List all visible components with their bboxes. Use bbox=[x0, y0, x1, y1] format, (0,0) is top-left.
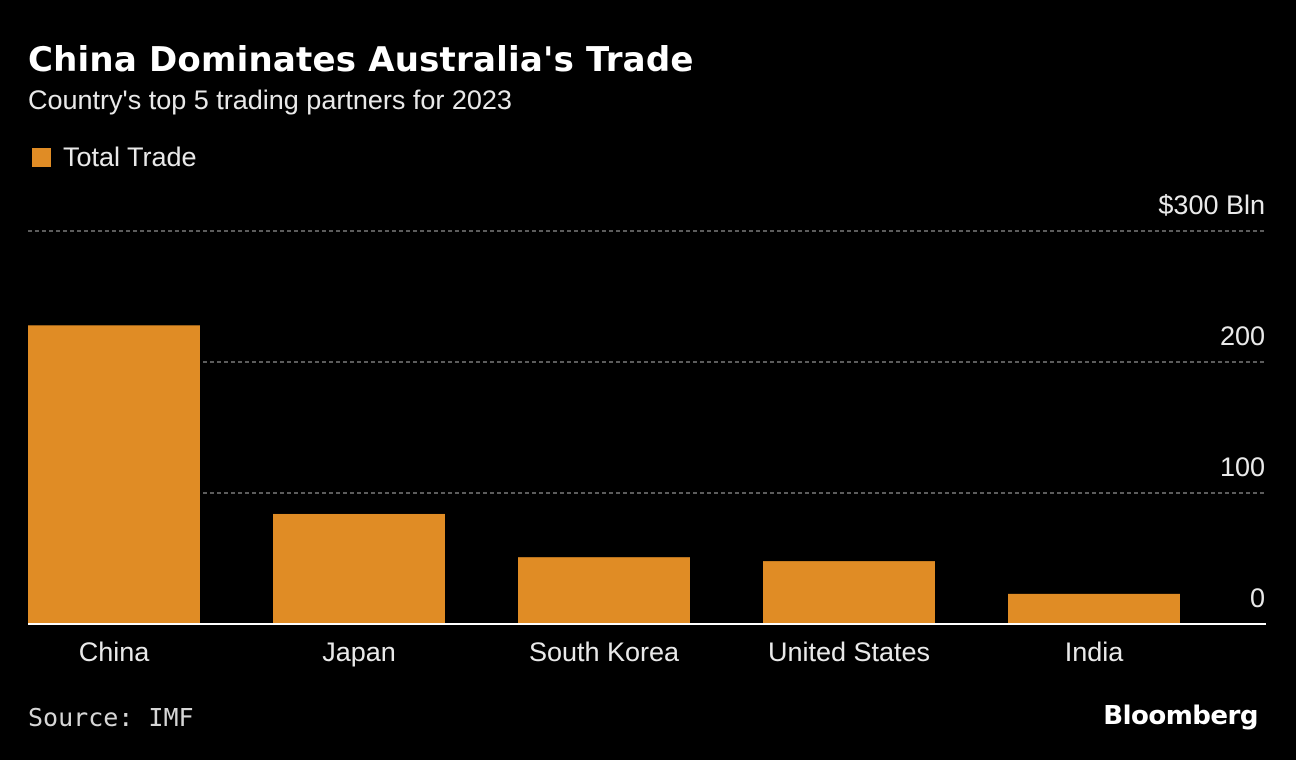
legend-label: Total Trade bbox=[63, 142, 197, 172]
x-tick-labels: China Japan South Korea United States India bbox=[79, 637, 1125, 667]
bar-china bbox=[28, 325, 200, 624]
bars bbox=[28, 325, 1180, 624]
x-tick-label-japan: Japan bbox=[322, 637, 396, 667]
bar-japan bbox=[273, 513, 445, 624]
x-tick-label-india: India bbox=[1065, 637, 1125, 667]
legend: Total Trade bbox=[32, 142, 197, 173]
legend-swatch bbox=[32, 148, 51, 167]
y-tick-labels: 0 100 200 $300 Bln bbox=[1158, 190, 1265, 613]
chart-title: China Dominates Australia's Trade bbox=[28, 40, 694, 80]
chart-subtitle: Country's top 5 trading partners for 202… bbox=[28, 85, 512, 115]
y-tick-label-0: 0 bbox=[1250, 583, 1265, 613]
x-tick-label-south-korea: South Korea bbox=[529, 637, 680, 667]
bar-united-states bbox=[763, 561, 935, 624]
bloomberg-logo: Bloomberg bbox=[1103, 701, 1258, 731]
x-tick-label-china: China bbox=[79, 637, 151, 667]
x-tick-label-united-states: United States bbox=[768, 637, 930, 667]
bar-india bbox=[1008, 593, 1180, 624]
source-note: Source: IMF bbox=[28, 703, 194, 732]
y-tick-label-200: 200 bbox=[1220, 321, 1265, 351]
grid-lines bbox=[28, 230, 1266, 494]
y-tick-label-300: $300 Bln bbox=[1158, 190, 1265, 220]
y-tick-label-100: 100 bbox=[1220, 452, 1265, 482]
bar-south-korea bbox=[518, 557, 690, 624]
